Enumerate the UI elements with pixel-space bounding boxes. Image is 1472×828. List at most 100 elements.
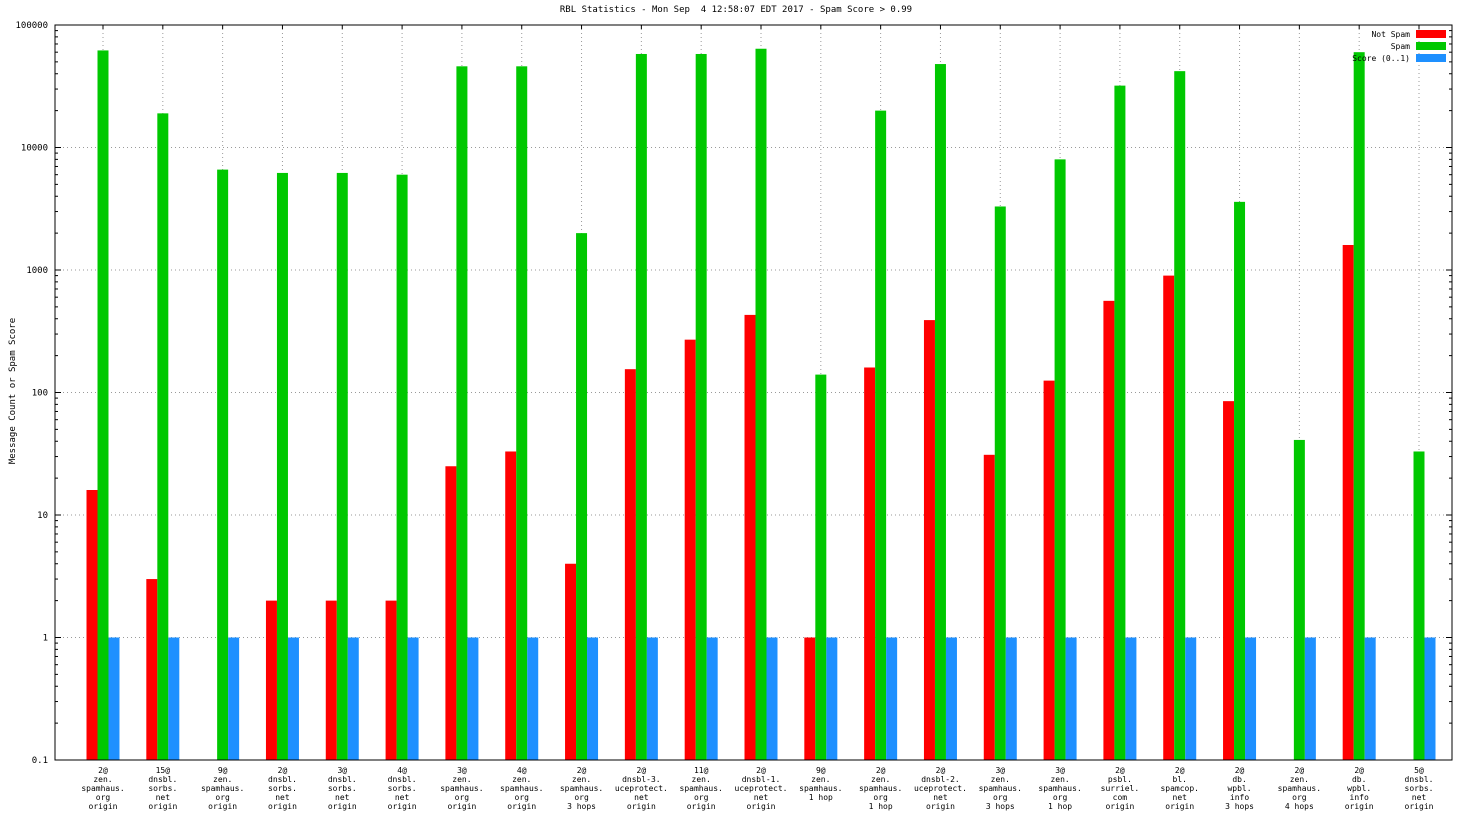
x-category-label: 2@: [577, 766, 587, 775]
bar-score: [945, 637, 957, 760]
bar-spam: [1293, 439, 1305, 760]
bar-score: [347, 637, 359, 760]
x-category-label: dnsbl.: [328, 775, 357, 784]
bar-score: [766, 637, 778, 760]
x-category-label: spamhaus.: [859, 784, 902, 793]
bar-not-spam: [505, 451, 517, 760]
x-category-label: 1 hop: [1048, 802, 1072, 811]
x-category-label: origin: [1405, 802, 1434, 811]
x-category-label: spamhaus.: [979, 784, 1022, 793]
bar-spam: [875, 110, 887, 760]
x-category-label: 2@: [1354, 766, 1364, 775]
x-category-label: net: [754, 793, 769, 802]
legend-swatch-not-spam: [1416, 30, 1446, 38]
legend-swatch-spam: [1416, 42, 1446, 50]
y-tick-label: 10: [37, 511, 48, 521]
x-category-label: origin: [1165, 802, 1194, 811]
x-category-label: 15@: [156, 766, 171, 775]
x-category-label: 4 hops: [1285, 802, 1314, 811]
x-category-label: uceprotect.: [735, 784, 788, 793]
bar-score: [1245, 637, 1257, 760]
bar-not-spam: [385, 600, 397, 760]
x-category-label: net: [933, 793, 948, 802]
x-category-label: origin: [208, 802, 237, 811]
bar-not-spam: [1342, 244, 1354, 760]
x-category-label: dnsbl-2.: [921, 775, 960, 784]
bar-score: [407, 637, 419, 760]
x-category-label: 1 hop: [869, 802, 893, 811]
x-category-label: sorbs.: [148, 784, 177, 793]
bar-not-spam: [744, 314, 756, 760]
bar-spam: [1234, 201, 1246, 760]
x-category-label: zen.: [1050, 775, 1069, 784]
x-category-label: 3 hops: [567, 802, 596, 811]
bar-score: [1005, 637, 1017, 760]
x-category-label: origin: [627, 802, 656, 811]
bar-score: [168, 637, 180, 760]
x-category-label: 5@: [1414, 766, 1424, 775]
x-category-label: dnsbl.: [388, 775, 417, 784]
bar-score: [228, 637, 240, 760]
x-category-label: 4@: [397, 766, 407, 775]
x-category-label: zen.: [811, 775, 830, 784]
bar-score: [108, 637, 120, 760]
x-category-label: dnsbl.: [268, 775, 297, 784]
x-category-label: origin: [89, 802, 118, 811]
bar-score: [1125, 637, 1137, 760]
x-category-label: org: [1053, 793, 1068, 802]
bar-not-spam: [565, 563, 577, 760]
x-category-label: wpbl.: [1347, 784, 1371, 793]
bar-not-spam: [1223, 401, 1235, 760]
bar-not-spam: [265, 600, 277, 760]
legend-swatch-score: [1416, 54, 1446, 62]
x-category-label: bl.: [1173, 775, 1187, 784]
x-category-label: dnsbl-3.: [622, 775, 661, 784]
x-category-label: 3@: [337, 766, 347, 775]
x-category-label: 3@: [457, 766, 467, 775]
x-category-label: spamhaus.: [680, 784, 723, 793]
bar-spam: [815, 374, 827, 760]
bar-score: [886, 637, 898, 760]
x-category-label: net: [395, 793, 410, 802]
bar-score: [826, 637, 838, 760]
x-category-label: spamhaus.: [500, 784, 543, 793]
bar-not-spam: [804, 637, 816, 760]
bar-not-spam: [864, 367, 876, 760]
x-category-label: db.: [1352, 775, 1366, 784]
x-category-label: com: [1113, 793, 1128, 802]
x-category-label: zen.: [572, 775, 591, 784]
bar-spam: [336, 172, 348, 761]
plot-border: [54, 24, 1453, 761]
x-category-label: net: [335, 793, 350, 802]
y-tick-label: 10000: [21, 144, 48, 154]
x-category-label: origin: [507, 802, 536, 811]
bar-score: [1364, 637, 1376, 760]
x-category-label: spamhaus.: [799, 784, 842, 793]
x-category-label: 2@: [278, 766, 288, 775]
x-category-label: sorbs.: [268, 784, 297, 793]
bar-spam: [276, 172, 288, 761]
x-category-label: org: [574, 793, 589, 802]
bar-not-spam: [325, 600, 337, 760]
x-category-label: info: [1230, 793, 1249, 802]
chart-title: RBL Statistics - Mon Sep 4 12:58:07 EDT …: [559, 5, 913, 15]
x-category-label: dnsbl-1.: [742, 775, 781, 784]
bar-not-spam: [1103, 300, 1115, 760]
x-category-label: sorbs.: [328, 784, 357, 793]
x-category-label: origin: [328, 802, 357, 811]
x-category-label: spamhaus.: [1278, 784, 1321, 793]
x-category-label: wpbl.: [1227, 784, 1251, 793]
x-category-label: sorbs.: [1405, 784, 1434, 793]
x-category-label: org: [455, 793, 470, 802]
bar-not-spam: [1043, 380, 1055, 760]
bar-spam: [516, 66, 528, 761]
x-category-label: net: [1173, 793, 1188, 802]
x-category-label: db.: [1232, 775, 1246, 784]
bar-score: [1424, 637, 1436, 760]
x-category-label: info: [1350, 793, 1369, 802]
x-category-label: org: [96, 793, 111, 802]
y-tick-label: 100000: [15, 21, 48, 31]
x-category-label: org: [215, 793, 230, 802]
x-category-label: spamhaus.: [560, 784, 603, 793]
